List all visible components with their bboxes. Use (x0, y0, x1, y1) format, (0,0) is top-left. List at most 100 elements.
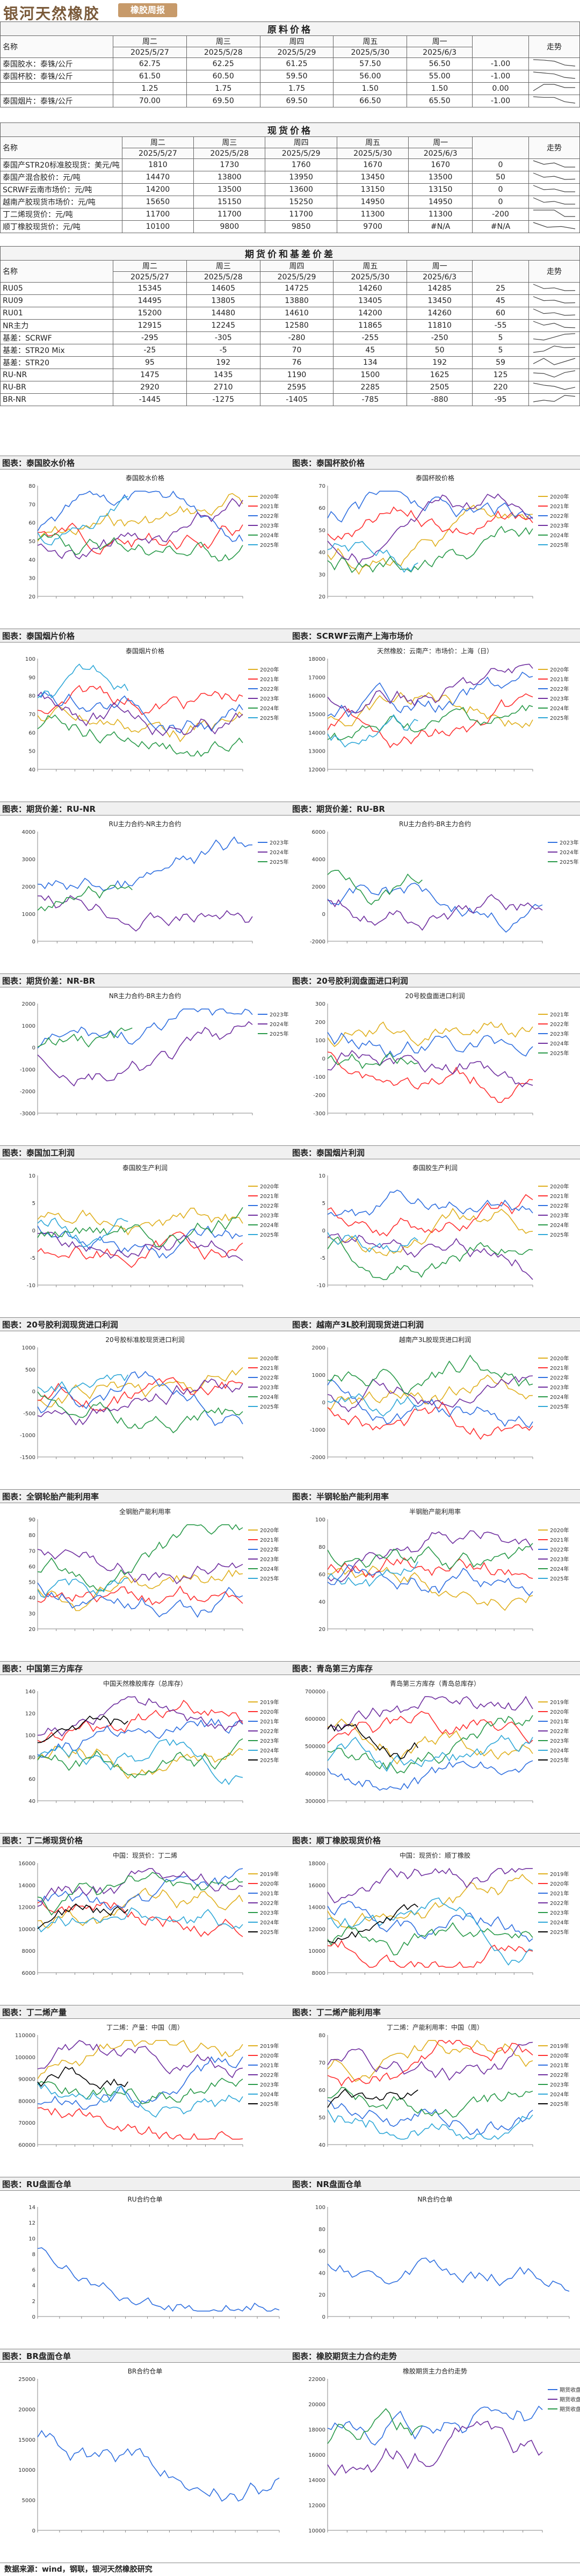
y-tick-label: 60 (28, 521, 35, 526)
series-line (37, 2040, 243, 2079)
legend-label: 2023年 (260, 695, 279, 702)
date-header: 2025/5/30 (333, 271, 408, 283)
value-cell: 14605 (186, 282, 260, 295)
col-name-header: 名称 (0, 260, 113, 283)
trend-cell (528, 82, 580, 95)
y-tick-label: 0 (32, 939, 35, 945)
series-line (37, 1872, 243, 1916)
chart-title: 泰国胶生产利润 (412, 1164, 458, 1172)
y-tick-label: 12000 (18, 1905, 35, 1911)
series-line (37, 1549, 243, 1585)
panel-title: 图表：SCRWF云南产上海市场价 (290, 629, 580, 643)
table-row: 泰国杯胶：泰铢/公斤 61.50 60.50 59.50 56.00 55.00 -1.00 (0, 70, 580, 83)
y-tick-label: 80 (318, 2033, 325, 2039)
value-cell: 2595 (259, 381, 334, 394)
panel-title: 图表：丁二烯产能利用率 (290, 2005, 580, 2019)
col-header: 周五 (336, 136, 409, 148)
sparkline-path (533, 321, 576, 328)
y-tick-label: 80 (28, 694, 35, 699)
trend-sparkline (533, 308, 576, 316)
value-cell: 2285 (333, 381, 408, 394)
value-cell: 13150 (408, 183, 473, 196)
legend-label: 2019年 (550, 2043, 569, 2050)
value-cell: 11700 (121, 208, 194, 221)
series-line (327, 693, 533, 748)
y-tick-label: 20 (318, 2292, 325, 2298)
y-tick-label: 10000 (308, 1949, 325, 1954)
table-row: RU-BR 2920 2710 2595 2285 2505 220 (0, 381, 580, 394)
data-source-footer: 数据来源：wind，钢联，银河天然橡胶研究 (0, 2563, 580, 2576)
value-cell: 61.50 (113, 70, 187, 83)
legend-label: 2024年 (550, 1222, 569, 1229)
chart-title: 中国：现货价：丁二烯 (113, 1851, 177, 1859)
legend-label: 2025年 (560, 858, 578, 865)
y-tick-label: 16000 (308, 2452, 325, 2458)
series-line (327, 2040, 533, 2087)
date-header: 2025/5/30 (336, 148, 409, 159)
series-line (327, 870, 423, 905)
chart-title: RU合约仓单 (127, 2195, 162, 2203)
series-line (37, 1021, 253, 1087)
trend-cell (528, 356, 580, 369)
value-cell: 9800 (193, 220, 266, 233)
row-name: 基差：STR20 (0, 356, 113, 369)
table-row: 泰国胶水：泰铢/公斤 62.75 62.25 61.25 57.50 56.50 -1.00 (0, 57, 580, 70)
legend-label: 2024年 (260, 2091, 279, 2098)
y-tick-label: 60 (318, 506, 325, 511)
series-line (37, 836, 253, 891)
trend-sparkline (533, 210, 575, 217)
sparkline-path (533, 395, 576, 402)
trend-sparkline (533, 284, 576, 291)
y-tick-label: 40 (318, 550, 325, 556)
legend-label: 2023年 (550, 522, 569, 529)
y-tick-label: 10000 (18, 1926, 35, 1932)
series-line (327, 1021, 533, 1048)
y-tick-label: 1000 (312, 1373, 325, 1379)
legend-label: 2024年 (550, 1919, 569, 1926)
trend-cell (528, 369, 580, 381)
series-line (327, 1189, 533, 1217)
legend-label: 2024年 (260, 1747, 279, 1754)
legend-label: 2024年 (550, 1040, 569, 1047)
date-header: 2025/5/28 (186, 47, 260, 58)
y-tick-label: 0 (322, 1056, 325, 1062)
y-tick-label: 18000 (308, 1861, 325, 1867)
line-chart: 中国天然橡胶库存（总库存） 140 120 100 80 60 40 2019年 2020年 20… (0, 1675, 290, 1833)
legend-label: 2022年 (260, 1374, 279, 1381)
legend-label: 2025年 (260, 1575, 279, 1582)
series-line (327, 1543, 533, 1570)
change-cell: 220 (472, 381, 529, 394)
legend-label: 2021年 (550, 676, 569, 683)
change-cell: 0 (472, 183, 529, 196)
legend-label: 2022年 (260, 513, 279, 519)
line-chart: 丁二烯：产能利用率：中国（周） 80 70 60 50 40 2019年 2020年 2021年… (290, 2019, 580, 2177)
series-line (327, 2088, 418, 2108)
change-header (472, 260, 529, 283)
series-line (37, 885, 133, 912)
y-tick-label: 0 (32, 2528, 35, 2534)
value-cell: 10100 (121, 220, 194, 233)
y-tick-label: 700000 (305, 1689, 325, 1695)
y-tick-label: 13000 (308, 749, 325, 755)
table-title: 原料价格 (0, 21, 580, 36)
chart-title: 丁二烯：产量：中国（周） (106, 2023, 184, 2031)
legend-label: 2025年 (550, 1050, 569, 1057)
series-line (37, 1027, 133, 1048)
legend-label: 2020年 (260, 2052, 279, 2059)
y-tick-label: -300 (313, 1111, 325, 1117)
legend-label: 2023年 (260, 1556, 279, 1563)
date-header: 2025/5/27 (121, 148, 194, 159)
y-tick-label: 40 (28, 1596, 35, 1601)
y-tick-label: 17000 (308, 675, 325, 681)
table-row: 1.25 1.75 1.75 1.50 1.50 0.00 (0, 82, 580, 95)
trend-sparkline (533, 59, 576, 67)
value-cell: 1625 (407, 369, 473, 381)
trend-sparkline (533, 84, 575, 91)
trend-cell (528, 220, 580, 233)
y-tick-label: 300000 (305, 1799, 325, 1805)
value-cell: 62.25 (186, 57, 260, 70)
y-tick-label: 20 (28, 594, 35, 600)
series-line (37, 895, 253, 932)
trend-cell (528, 294, 580, 307)
series-line (37, 1391, 243, 1434)
